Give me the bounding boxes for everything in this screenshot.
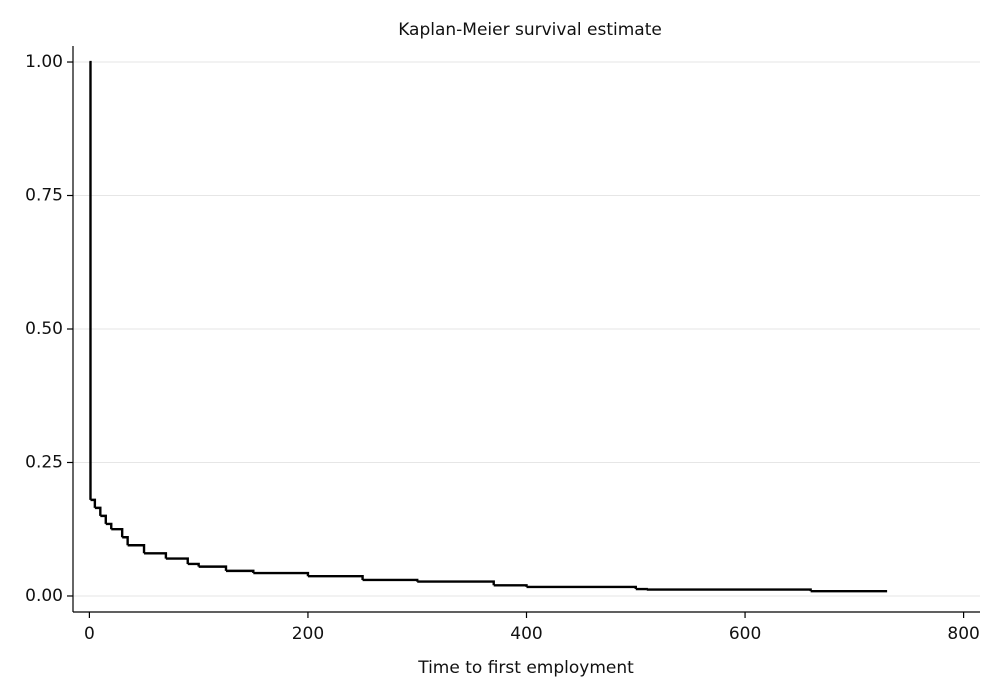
y-tick-label: 0.00 xyxy=(25,586,63,606)
chart-title: Kaplan-Meier survival estimate xyxy=(398,20,662,40)
survival-step xyxy=(225,569,255,574)
y-tick-label: 0.25 xyxy=(25,452,63,472)
survival-step xyxy=(127,544,146,554)
survival-step xyxy=(187,562,200,567)
survival-step xyxy=(646,588,812,592)
y-tick-label: 0.50 xyxy=(25,319,63,339)
x-tick-label: 200 xyxy=(292,624,324,644)
survival-step xyxy=(198,565,228,571)
x-tick-label: 0 xyxy=(84,624,95,644)
survival-step xyxy=(100,514,107,524)
survival-step xyxy=(94,506,102,516)
y-tick-label: 0.75 xyxy=(25,186,63,206)
survival-step xyxy=(90,498,97,508)
x-axis-label: Time to first employment xyxy=(417,658,634,678)
x-tick-label: 800 xyxy=(947,624,979,644)
survival-step xyxy=(144,552,168,559)
survival-step xyxy=(253,571,310,577)
survival-step xyxy=(635,587,648,591)
survival-step xyxy=(526,585,637,590)
survival-step xyxy=(362,578,419,582)
survival-step xyxy=(165,557,189,564)
x-tick-label: 600 xyxy=(729,624,761,644)
survival-step xyxy=(493,584,528,587)
y-tick-label: 1.00 xyxy=(25,52,63,72)
survival-step xyxy=(89,60,92,500)
survival-step xyxy=(122,536,129,546)
survival-step xyxy=(307,575,364,580)
survival-step xyxy=(105,522,113,530)
survival-step xyxy=(111,528,124,538)
survival-step xyxy=(417,580,495,586)
x-tick-label: 400 xyxy=(510,624,542,644)
